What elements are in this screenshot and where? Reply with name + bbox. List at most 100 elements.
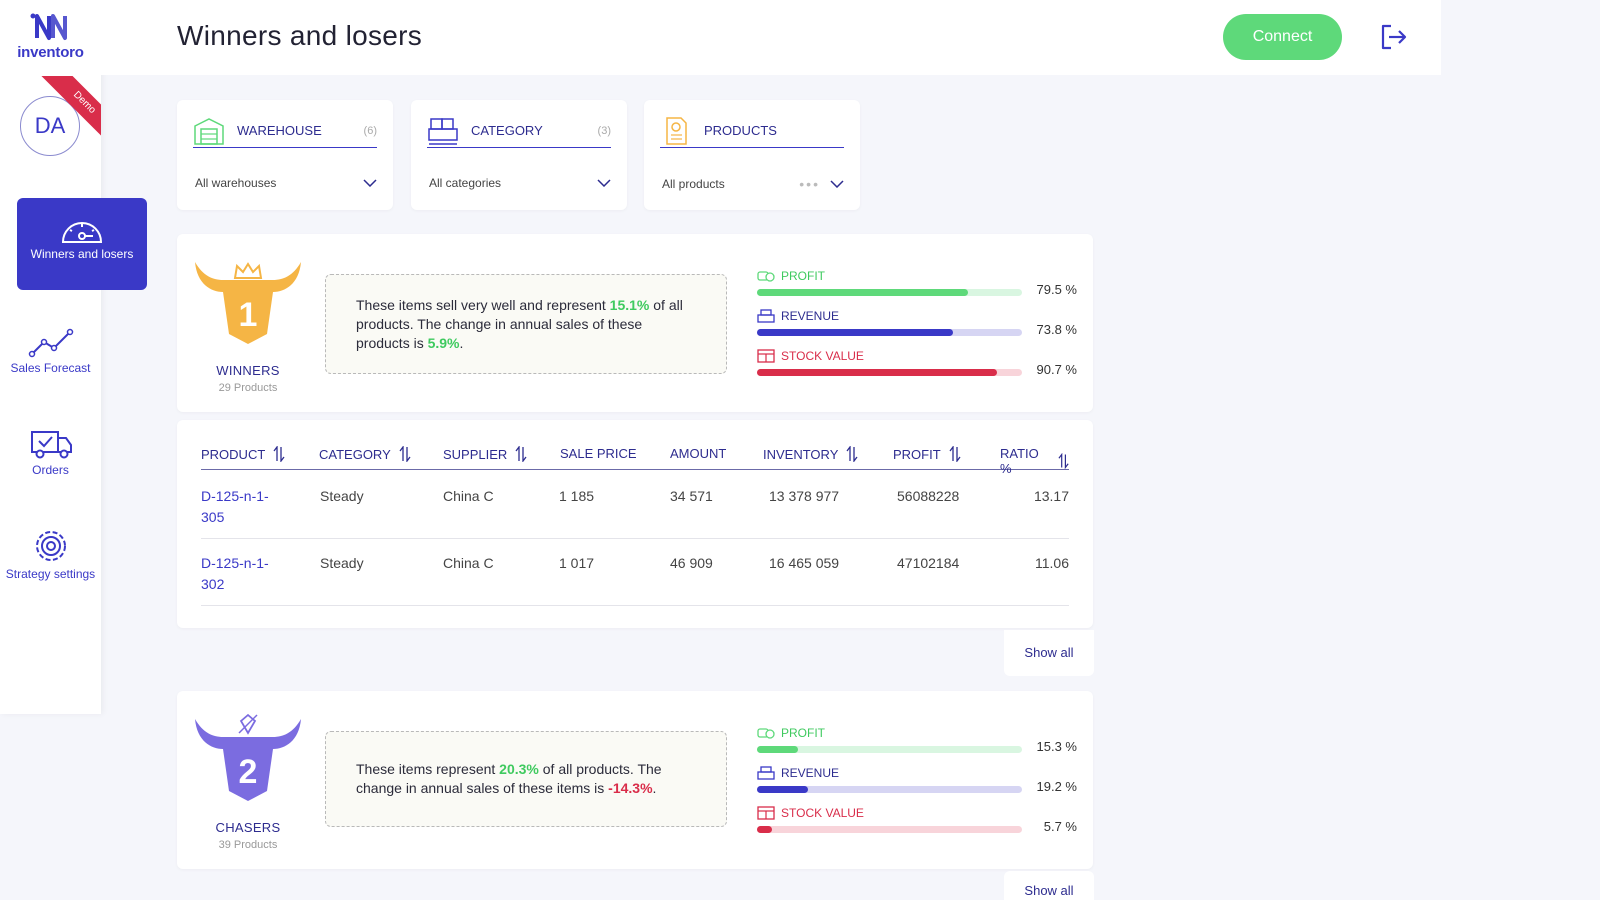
metric-label: STOCK VALUE <box>781 806 864 820</box>
filter-count: (6) <box>363 124 377 137</box>
user-avatar-wrap[interactable]: DA <box>20 96 82 158</box>
cell-supplier: China C <box>443 488 494 504</box>
winners-show-all-button[interactable]: Show all <box>1004 630 1094 676</box>
sidebar-item-sales-forecast[interactable]: Sales Forecast <box>0 328 101 375</box>
product-link[interactable]: D-125-n-1-305 <box>201 488 269 525</box>
connect-button[interactable]: Connect <box>1223 14 1342 60</box>
coins-icon <box>757 271 775 282</box>
bull-diamond-icon: 2 <box>195 713 301 801</box>
winners-badge: 1 WINNERS 29 Products <box>193 254 303 394</box>
revenue-bar <box>757 329 1022 336</box>
sort-icon[interactable] <box>846 446 858 462</box>
cell-sale-price: 1 185 <box>559 488 595 504</box>
sort-icon[interactable] <box>1058 453 1069 469</box>
metric-profit: PROFIT 15.3 % <box>757 725 1077 765</box>
warehouse-select[interactable]: All warehouses <box>195 176 377 190</box>
table-row[interactable]: D-125-n-1-305 Steady China C 1 185 34 57… <box>201 472 1069 539</box>
sales-change: 5.9% <box>427 334 460 351</box>
column-profit[interactable]: PROFIT <box>893 446 961 462</box>
sidebar-item-winners-and-losers[interactable]: Winners and losers <box>17 198 147 290</box>
stock-box-icon <box>757 349 775 363</box>
sidebar-item-orders[interactable]: Orders <box>0 428 101 477</box>
avatar[interactable]: DA <box>20 96 80 156</box>
products-select-value: All products <box>662 177 725 191</box>
description-text: These items sell very well and represent… <box>356 296 683 351</box>
header: Winners and losers Connect <box>101 0 1441 75</box>
sidebar-item-label: Orders <box>32 463 69 477</box>
stock-bar-fill <box>757 826 773 833</box>
column-supplier[interactable]: SUPPLIER <box>443 446 527 462</box>
truck-icon <box>30 431 72 459</box>
group-description: These items sell very well and represent… <box>325 274 727 374</box>
sort-icon[interactable] <box>515 446 527 462</box>
group-title: WINNERS <box>216 363 280 378</box>
cell-category: Steady <box>320 488 364 504</box>
metric-label: REVENUE <box>781 766 840 780</box>
metric-value: 15.3 % <box>1036 739 1077 754</box>
product-link[interactable]: D-125-n-1-302 <box>201 555 269 592</box>
logo-icon <box>30 13 67 40</box>
filter-category: CATEGORY (3) All categories <box>411 100 627 210</box>
logout-icon[interactable] <box>1379 22 1409 52</box>
warehouse-icon <box>194 117 224 145</box>
cell-ratio: 13.17 <box>1033 488 1069 504</box>
column-product[interactable]: PRODUCT <box>201 446 285 462</box>
register-icon <box>757 766 775 780</box>
description-text: These items represent 20.3% of all produ… <box>356 761 662 796</box>
metric-value: 19.2 % <box>1036 779 1077 794</box>
chart-line-icon <box>28 328 73 358</box>
more-dots-icon[interactable]: ••• <box>799 176 820 192</box>
stock-bar <box>757 826 1022 833</box>
filter-count: (3) <box>597 124 611 137</box>
filter-header: PRODUCTS <box>660 114 844 148</box>
cell-sale-price: 1 017 <box>559 555 595 571</box>
metric-label: PROFIT <box>781 269 825 283</box>
sort-icon[interactable] <box>399 446 411 462</box>
document-icon <box>666 116 687 145</box>
logo[interactable]: inventoro <box>0 10 101 61</box>
table-header: PRODUCT CATEGORY SUPPLIER SALE PRICE AMO… <box>201 446 1069 476</box>
metric-value: 90.7 % <box>1036 362 1077 377</box>
products-select[interactable]: All products ••• <box>662 176 844 192</box>
chasers-show-all-button[interactable]: Show all <box>1004 871 1094 900</box>
metric-value: 73.8 % <box>1036 322 1077 337</box>
winners-table: PRODUCT CATEGORY SUPPLIER SALE PRICE AMO… <box>177 420 1093 628</box>
column-amount[interactable]: AMOUNT <box>670 446 727 461</box>
filter-label: WAREHOUSE <box>237 123 322 138</box>
filter-label: PRODUCTS <box>704 123 777 138</box>
column-sale-price[interactable]: SALE PRICE <box>560 446 637 461</box>
share-percent: 15.1% <box>609 296 650 313</box>
sidebar-item-label: Strategy settings <box>5 567 96 581</box>
filter-products: PRODUCTS All products ••• <box>644 100 860 210</box>
filter-label: CATEGORY <box>471 123 543 138</box>
column-category[interactable]: CATEGORY <box>319 446 411 462</box>
column-ratio[interactable]: RATIO % <box>1000 446 1069 476</box>
boxes-icon <box>428 117 458 145</box>
share-percent: 20.3% <box>499 761 539 777</box>
sort-icon[interactable] <box>273 446 285 462</box>
cell-profit: 47102184 <box>897 555 960 571</box>
sidebar-item-label: Winners and losers <box>30 247 134 261</box>
gear-icon <box>35 531 66 561</box>
column-inventory[interactable]: INVENTORY <box>763 446 858 462</box>
cell-inventory: 16 465 059 <box>769 555 840 571</box>
group-subtitle: 29 Products <box>218 382 278 394</box>
demo-ribbon: Demo <box>28 76 101 149</box>
chevron-down-icon <box>597 179 611 187</box>
metric-profit: PROFIT 79.5 % <box>757 268 1077 308</box>
warehouse-select-value: All warehouses <box>195 176 277 190</box>
metric-revenue: REVENUE 19.2 % <box>757 765 1077 805</box>
sidebar-item-strategy-settings[interactable]: Strategy settings <box>0 528 101 581</box>
sort-icon[interactable] <box>949 446 961 462</box>
cell-profit: 56088228 <box>897 488 960 504</box>
revenue-bar-fill <box>757 329 953 336</box>
table-row[interactable]: D-125-n-1-302 Steady China C 1 017 46 90… <box>201 539 1069 606</box>
group-subtitle: 39 Products <box>218 839 278 851</box>
profit-bar-fill <box>757 289 968 296</box>
cell-amount: 46 909 <box>670 555 713 571</box>
filter-warehouse: WAREHOUSE (6) All warehouses <box>177 100 393 210</box>
cell-ratio: 11.06 <box>1035 555 1069 571</box>
metrics: PROFIT 79.5 % REVENUE 73.8 % STOCK VALUE… <box>757 268 1077 388</box>
rank-number: 2 <box>239 753 258 791</box>
category-select[interactable]: All categories <box>429 176 611 190</box>
